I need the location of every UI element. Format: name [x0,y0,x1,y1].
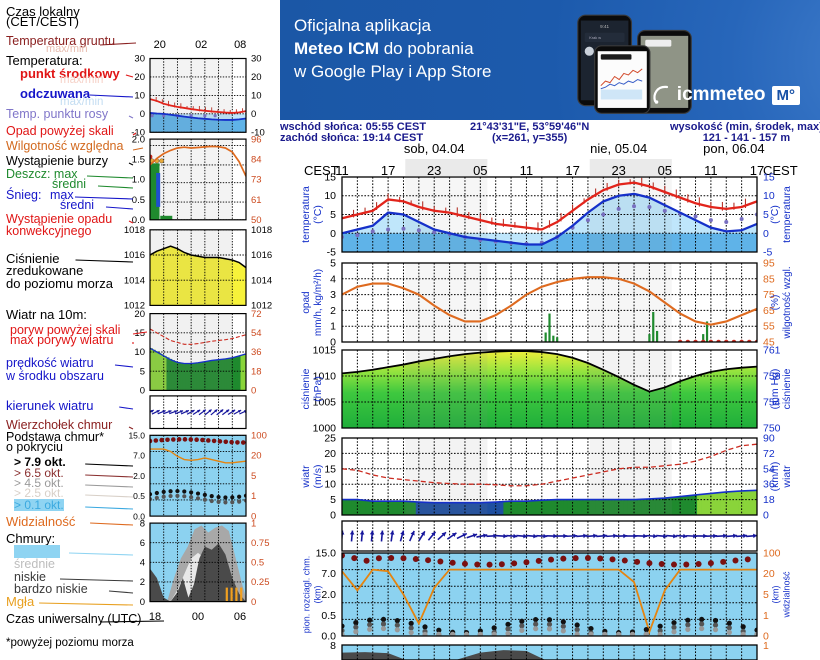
svg-text:10: 10 [324,190,336,202]
svg-text:0: 0 [763,228,769,240]
svg-text:0: 0 [330,510,336,522]
svg-text:15.0: 15.0 [316,548,337,560]
svg-text:0: 0 [330,228,336,240]
svg-text:100: 100 [763,548,781,560]
svg-text:1: 1 [763,610,769,622]
svg-text:0: 0 [763,510,769,522]
svg-text:23: 23 [427,163,441,178]
svg-text:temperatura: temperatura [300,186,312,243]
svg-text:pion. rozciagl. chm.: pion. rozciagl. chm. [302,556,312,634]
svg-text:wilgotność wzgl.: wilgotność wzgl. [782,266,793,339]
svg-text:(km): (km) [313,586,323,604]
svg-text:17: 17 [381,163,395,178]
svg-text:(m/s): (m/s) [312,465,324,489]
svg-text:2: 2 [330,305,336,317]
svg-text:1: 1 [330,321,336,333]
svg-text:05: 05 [473,163,487,178]
svg-text:widzialność: widzialność [782,571,792,619]
svg-text:55: 55 [763,321,775,333]
svg-text:20: 20 [763,568,775,580]
svg-text:0.5: 0.5 [321,610,336,622]
svg-text:2.0: 2.0 [321,589,336,601]
svg-text:11: 11 [520,163,534,178]
svg-text:25: 25 [324,433,336,445]
svg-text:20: 20 [324,448,336,460]
svg-text:11: 11 [704,163,718,178]
svg-text:90: 90 [763,433,775,445]
svg-text:4: 4 [330,273,336,285]
svg-text:temperatura: temperatura [781,186,793,243]
svg-text:72: 72 [763,448,775,460]
svg-text:(km): (km) [771,586,781,604]
svg-text:15: 15 [324,463,336,475]
svg-text:95: 95 [763,258,775,270]
svg-text:ciśnienie: ciśnienie [300,368,312,409]
svg-text:5: 5 [763,589,769,601]
svg-text:10: 10 [324,479,336,491]
svg-text:wiatr: wiatr [300,465,312,489]
svg-text:wiatr: wiatr [781,465,793,489]
svg-text:5: 5 [330,494,336,506]
svg-text:9:41: 9:41 [600,24,609,29]
svg-text:3: 3 [330,289,336,301]
svg-text:(%): (%) [770,295,781,311]
svg-text:1: 1 [763,640,769,652]
svg-text:opad: opad [301,291,312,313]
svg-text:5: 5 [330,258,336,270]
svg-text:17: 17 [565,163,579,178]
svg-text:18: 18 [763,494,775,506]
svg-text:(km/h): (km/h) [769,462,781,492]
svg-text:(°C): (°C) [312,205,324,224]
svg-text:5: 5 [330,209,336,221]
svg-text:(mm Hg): (mm Hg) [769,369,781,410]
svg-text:85: 85 [763,273,775,285]
svg-text:15: 15 [763,172,775,184]
svg-text:(hPa): (hPa) [312,376,324,402]
svg-text:15: 15 [324,172,336,184]
svg-text:05: 05 [658,163,672,178]
svg-text:761: 761 [763,345,781,357]
svg-text:7.0: 7.0 [321,568,336,580]
svg-text:1015: 1015 [313,345,337,357]
svg-text:23: 23 [611,163,625,178]
svg-text:Krak w: Krak w [589,36,601,40]
svg-text:10: 10 [763,190,775,202]
svg-text:(°C): (°C) [769,205,781,224]
svg-text:8: 8 [330,640,336,652]
svg-text:ciśnienie: ciśnienie [781,368,793,409]
svg-text:mm/h, kg/m²/h): mm/h, kg/m²/h) [313,269,324,336]
